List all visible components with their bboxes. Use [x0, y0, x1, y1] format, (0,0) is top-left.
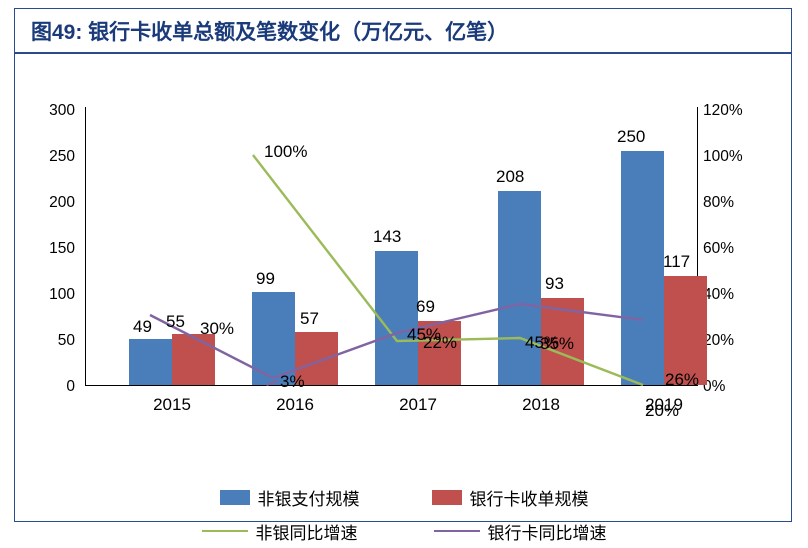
bar-nonbank-2019	[621, 151, 664, 385]
pct-label-card-2016: 3%	[280, 372, 305, 391]
legend-label-card-growth: 银行卡同比增速	[487, 523, 607, 543]
bar-card-2016	[295, 332, 338, 385]
legend-label-nonbank-scale: 非银支付规模	[257, 489, 360, 509]
left-axis-line	[85, 107, 86, 385]
bar-card-2017	[418, 321, 461, 385]
right-axis-tick-4: 40%	[703, 286, 735, 303]
right-axis-tick-5: 20%	[703, 332, 735, 349]
left-axis-tick-0: 300	[49, 102, 75, 119]
pct-label-nonbank-2019: 20%	[645, 401, 680, 420]
card-growth-line	[149, 302, 644, 380]
left-axis-tick-2: 200	[49, 194, 75, 211]
bar-card-2019	[664, 276, 707, 385]
pct-label-card-2019: 26%	[665, 370, 700, 389]
line-series-svg	[149, 154, 644, 387]
pct-label-card-2015: 30%	[200, 319, 235, 338]
left-axis-tick-6: 0	[66, 378, 75, 395]
x-axis-tick-2017: 2017	[399, 395, 437, 414]
x-axis-tick-2015: 2015	[153, 395, 191, 414]
bar-nonbank-2018	[498, 191, 541, 385]
left-axis-tick-5: 50	[57, 332, 75, 349]
chart-plot-area: 300 250 200 150 100 50 0 120% 100% 80% 6…	[0, 55, 808, 543]
x-axis-tick-2016: 2016	[276, 395, 314, 414]
legend-row-2: 非银同比增速 银行卡同比增速	[0, 514, 808, 548]
legend-row-1: 非银支付规模 银行卡收单规模	[0, 480, 808, 514]
value-label-nonbank-2017: 143	[373, 227, 402, 246]
right-axis-tick-3: 60%	[703, 240, 735, 257]
figure-border	[14, 8, 792, 522]
legend-item-card-scale[interactable]: 银行卡收单规模	[431, 485, 589, 510]
pct-label-card-2018: 35%	[540, 334, 575, 353]
pct-label-nonbank-2017: 45%	[407, 325, 442, 344]
value-label-card-2016: 57	[300, 309, 319, 328]
value-label-nonbank-2018: 208	[496, 167, 525, 186]
left-axis-tick-3: 150	[49, 240, 75, 257]
bar-nonbank-2017	[375, 251, 418, 385]
left-axis-tick-1: 250	[49, 148, 75, 165]
legend-green-line-icon	[201, 530, 248, 532]
legend-purple-line-icon	[433, 530, 480, 532]
bar-nonbank-2015	[129, 339, 172, 385]
right-axis-tick-6: 0%	[703, 378, 726, 395]
nonbank-growth-line	[252, 154, 644, 387]
legend-item-nonbank-scale[interactable]: 非银支付规模	[219, 485, 360, 510]
legend-label-nonbank-growth: 非银同比增速	[255, 523, 358, 543]
value-label-card-2015: 55	[166, 312, 185, 331]
x-axis-tick-2018: 2018	[522, 395, 560, 414]
bar-nonbank-2016	[252, 292, 295, 385]
right-axis-tick-2: 80%	[703, 194, 735, 211]
value-label-nonbank-2016: 99	[256, 269, 275, 288]
right-axis-line	[697, 107, 698, 385]
legend-red-swatch-icon	[431, 489, 462, 505]
figure-title-bar: 图49: 银行卡收单总额及笔数变化（万亿元、亿笔）	[15, 9, 791, 54]
value-label-card-2019: 117	[663, 252, 691, 271]
value-label-card-2018: 93	[545, 274, 564, 293]
legend-item-nonbank-growth[interactable]: 非银同比增速	[201, 519, 358, 544]
x-axis-line	[85, 385, 698, 386]
pct-label-card-2017: 22%	[423, 333, 458, 352]
legend-blue-swatch-icon	[219, 489, 250, 505]
x-axis-tick-2019: 2019	[645, 395, 683, 414]
legend-item-card-growth[interactable]: 银行卡同比增速	[433, 519, 607, 544]
pct-label-nonbank-2018: 45%	[525, 333, 560, 352]
right-axis-tick-0: 120%	[703, 102, 743, 119]
right-axis-tick-1: 100%	[703, 148, 743, 165]
value-label-nonbank-2019: 250	[617, 127, 646, 146]
left-axis-tick-4: 100	[49, 286, 75, 303]
pct-label-nonbank-2016: 100%	[264, 142, 308, 161]
value-label-nonbank-2015: 49	[133, 317, 152, 336]
chart-legend: 非银支付规模 银行卡收单规模 非银同比增速 银行卡同比增速	[0, 480, 808, 548]
value-label-card-2017: 69	[416, 297, 435, 316]
bar-card-2015	[172, 334, 215, 385]
page-title: 图49: 银行卡收单总额及笔数变化（万亿元、亿笔）	[31, 20, 509, 44]
legend-label-card-scale: 银行卡收单规模	[469, 489, 589, 509]
